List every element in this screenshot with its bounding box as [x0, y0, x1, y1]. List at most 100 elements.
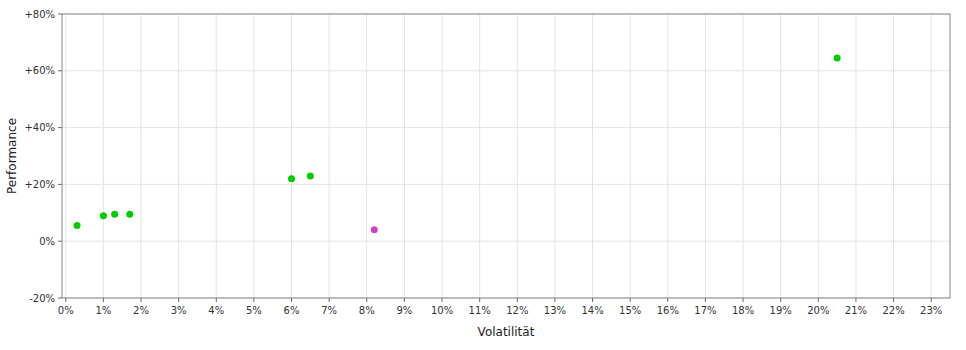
point [111, 211, 118, 218]
series [74, 55, 841, 230]
tick-x [780, 298, 781, 302]
grid-line-x [592, 14, 593, 298]
tick-x [366, 298, 367, 302]
tick-x [667, 298, 668, 302]
grid-line-x [818, 14, 819, 298]
grid-line-x [291, 14, 292, 298]
point [834, 55, 841, 62]
grid-line-x [630, 14, 631, 298]
grid-line-x [65, 14, 66, 298]
chart: 0%1%2%3%4%5%6%7%8%9%10%11%12%13%14%15%16… [0, 0, 966, 350]
point [126, 211, 133, 218]
tick-label-x: 4% [208, 305, 224, 316]
tick-label-x: 11% [469, 305, 491, 316]
tick-label-x: 3% [171, 305, 187, 316]
tick-label-x: 8% [359, 305, 375, 316]
grid-line-x [141, 14, 142, 298]
grid-line-y [62, 241, 950, 242]
tick-x [442, 298, 443, 302]
tick-x [216, 298, 217, 302]
tick-x [141, 298, 142, 302]
grid-line-x [517, 14, 518, 298]
point [288, 175, 295, 182]
tick-x [103, 298, 104, 302]
grid-line-x [253, 14, 254, 298]
tick-x [705, 298, 706, 302]
grid-line-x [404, 14, 405, 298]
grid-line-x [554, 14, 555, 298]
tick-label-x: 16% [657, 305, 679, 316]
tick-label-x: 14% [581, 305, 603, 316]
grid [62, 14, 950, 298]
tick-label-y: +80% [24, 9, 55, 20]
tick-y [58, 14, 62, 15]
tick-label-x: 17% [694, 305, 716, 316]
tick-x [630, 298, 631, 302]
tick-label-x: 12% [506, 305, 528, 316]
grid-line-x [893, 14, 894, 298]
grid-line-x [479, 14, 480, 298]
tick-label-y: +20% [24, 179, 55, 190]
tick-label-x: 2% [133, 305, 149, 316]
point [100, 212, 107, 219]
tick-label-y: +40% [24, 122, 55, 133]
grid-line-x [329, 14, 330, 298]
grid-line-x [103, 14, 104, 298]
tick-x [253, 298, 254, 302]
tick-y [58, 184, 62, 185]
point [371, 226, 378, 233]
tick-label-x: 13% [544, 305, 566, 316]
point [74, 222, 81, 229]
tick-x [818, 298, 819, 302]
tick-label-y: -20% [29, 293, 55, 304]
x-axis-label: Volatilität [478, 325, 535, 339]
tick-y [58, 241, 62, 242]
tick-x [554, 298, 555, 302]
plot-background [62, 14, 950, 298]
tick-x [479, 298, 480, 302]
tick-label-x: 9% [396, 305, 412, 316]
tick-label-x: 5% [246, 305, 262, 316]
grid-line-x [931, 14, 932, 298]
grid-line-y [62, 127, 950, 128]
points [74, 55, 841, 234]
grid-line-x [366, 14, 367, 298]
grid-line-x [743, 14, 744, 298]
tick-label-x: 19% [770, 305, 792, 316]
grid-line-y [62, 70, 950, 71]
grid-line-x [780, 14, 781, 298]
tick-label-x: 22% [882, 305, 904, 316]
tick-x [291, 298, 292, 302]
tick-label-x: 0% [58, 305, 74, 316]
series [371, 226, 378, 233]
grid-line-x [442, 14, 443, 298]
tick-x [931, 298, 932, 302]
tick-x [517, 298, 518, 302]
tick-label-y: +60% [24, 65, 55, 76]
tick-x [893, 298, 894, 302]
tick-label-x: 6% [284, 305, 300, 316]
grid-line-x [178, 14, 179, 298]
grid-line-x [667, 14, 668, 298]
point [307, 172, 314, 179]
y-axis-label: Performance [5, 118, 19, 194]
tick-x [65, 298, 66, 302]
tick-x [743, 298, 744, 302]
tick-y [58, 127, 62, 128]
plot-frame [62, 14, 950, 298]
tick-label-x: 15% [619, 305, 641, 316]
tick-y [58, 70, 62, 71]
tick-x [855, 298, 856, 302]
tick-label-x: 1% [95, 305, 111, 316]
tick-x [592, 298, 593, 302]
tick-label-x: 23% [920, 305, 942, 316]
tick-x [329, 298, 330, 302]
tick-label-x: 21% [845, 305, 867, 316]
tick-label-x: 18% [732, 305, 754, 316]
grid-line-x [705, 14, 706, 298]
grid-line-x [216, 14, 217, 298]
tick-label-y: 0% [39, 236, 55, 247]
tick-label-x: 10% [431, 305, 453, 316]
tick-x [404, 298, 405, 302]
tick-x [178, 298, 179, 302]
